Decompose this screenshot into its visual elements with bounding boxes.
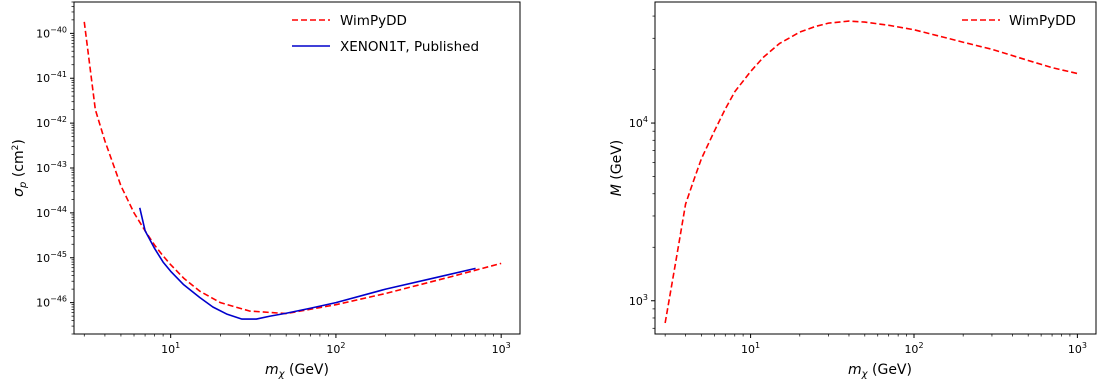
left-x-tick-label: 103 [492,341,511,356]
right-chart-ticks: 101 102 103 103 104 [629,15,1087,356]
right-x-tick-label: 103 [1068,341,1087,356]
left-x-tick-label: 102 [326,341,345,356]
right-legend: WimPyDD [962,13,1076,29]
right-legend-label-wimpydd: WimPyDD [1009,13,1076,29]
left-series-line-wimpydd [83,21,502,315]
right-x-tick-label: 102 [904,341,923,356]
left-legend-label-wimpydd: WimPyDD [340,13,407,29]
right-x-axis-label: mχ (GeV) [848,362,912,380]
left-y-tick-label: 10−44 [36,205,67,220]
left-legend: WimPyDD XENON1T, Published [292,13,479,55]
left-y-tick-label: 10−40 [36,25,67,40]
left-y-axis-label: σp (cm2) [11,139,29,197]
left-chart-ticks: 101 102 103 10−46 10−45 10−44 10−43 10−42 10−41 1… [36,1,511,356]
left-x-tick-label: 101 [161,341,180,356]
left-legend-label-xenon1t: XENON1T, Published [340,39,479,55]
right-y-tick-label: 104 [629,115,648,130]
left-chart-series [83,21,502,320]
left-series-line-xenon1t-published [138,207,476,320]
right-plot-area [654,1,1097,335]
right-series-line-wimpydd [664,20,1078,324]
left-y-tick-label: 10−43 [36,160,67,175]
left-y-tick-label: 10−42 [36,115,67,130]
right-y-tick-label: 103 [629,293,648,308]
left-y-tick-label: 10−41 [36,70,67,85]
right-chart-panel: 101 102 103 103 104 mχ (GeV) M (GeV) WimPyDD [609,1,1097,380]
left-y-tick-label: 10−45 [36,250,67,265]
left-x-axis-label: mχ (GeV) [265,362,329,380]
right-x-tick-label: 101 [741,341,760,356]
left-chart-panel: 101 102 103 10−46 10−45 10−44 10−43 10−42 10−41 1… [11,1,521,380]
right-chart-series [664,20,1078,324]
left-y-tick-label: 10−46 [36,295,67,310]
right-y-axis-label: M (GeV) [609,140,625,197]
